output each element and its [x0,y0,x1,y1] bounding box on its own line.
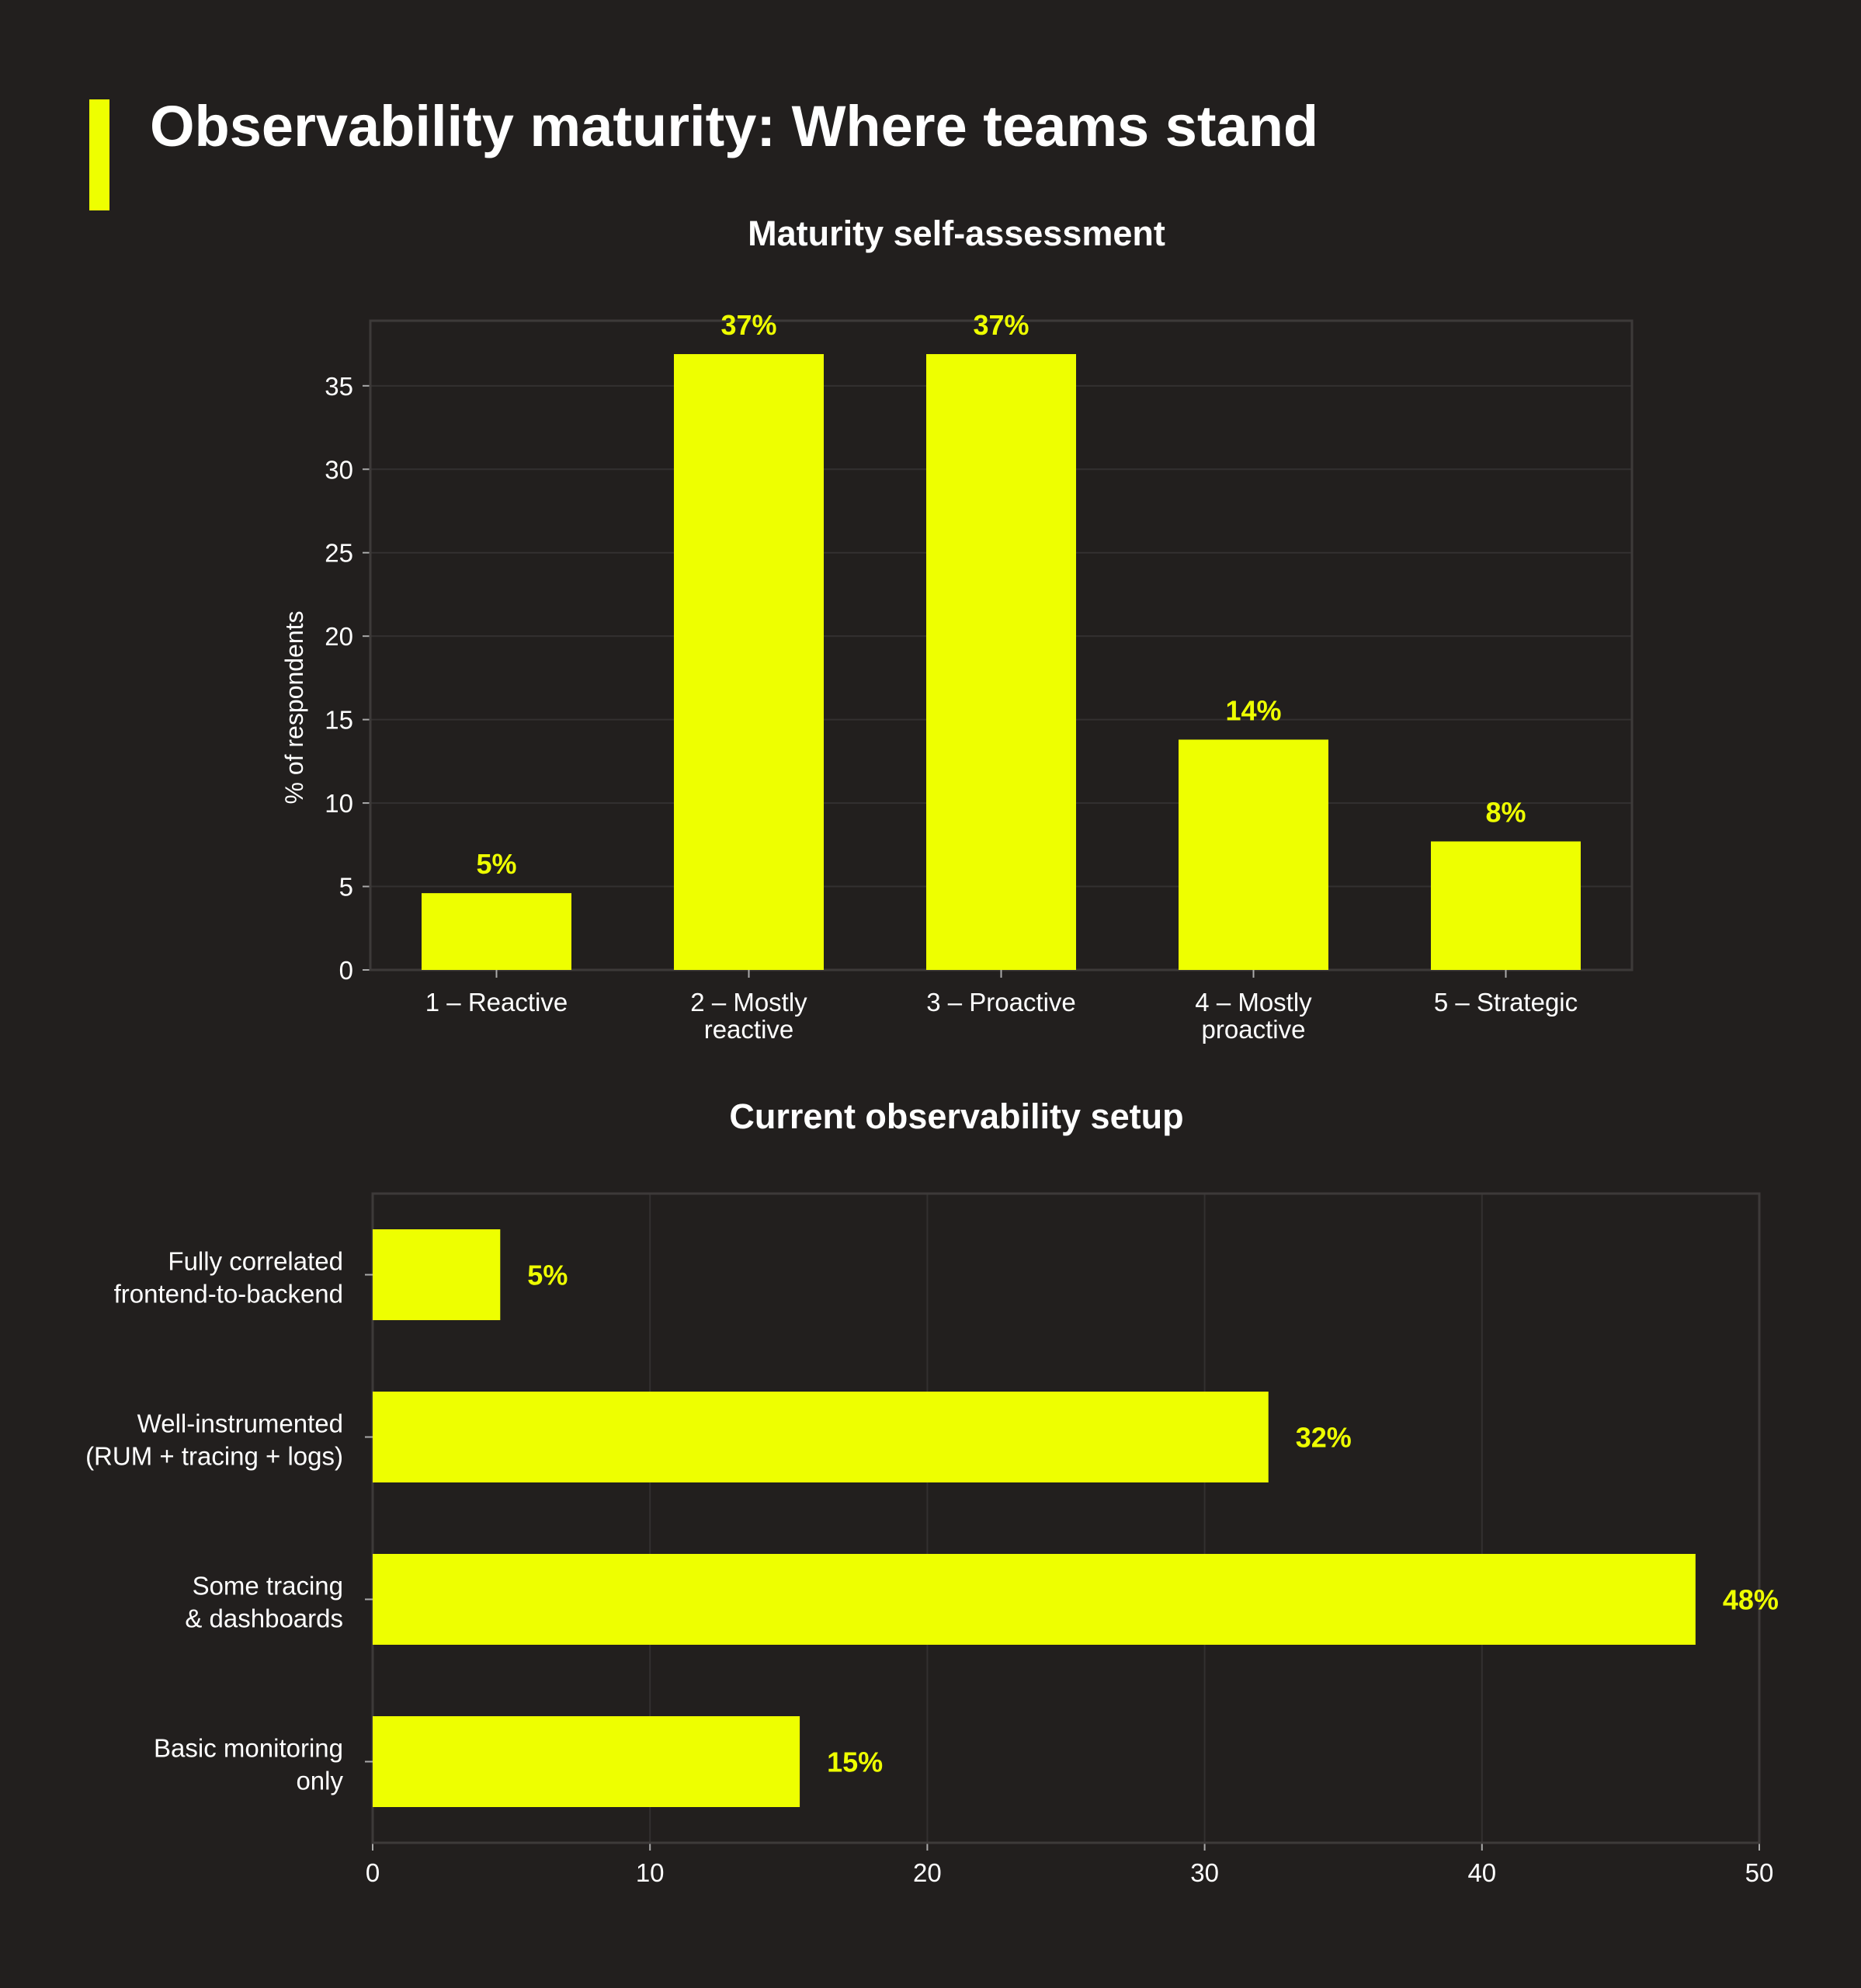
chart1-ytick-label: 10 [325,789,353,818]
chart1-ytick-label: 20 [325,622,353,651]
chart1-bar [1431,841,1581,970]
chart2-plot-frame [371,1192,1761,1844]
chart2-ytick-label: frontend-to-backend [114,1280,343,1309]
chart1-xtick-label: 5 – Strategic [1434,988,1578,1017]
chart1-ytick-label: 25 [325,539,353,568]
chart1-xtick-label: 3 – Proactive [926,988,1076,1017]
chart1-xtick-label: 4 – Mostly [1195,988,1312,1017]
chart1-bar [1179,739,1328,970]
chart1-data-label: 37% [720,309,776,341]
chart2-ytick-label: Well-instrumented [137,1409,343,1438]
chart2-xtick-label: 10 [636,1858,665,1887]
chart1-ylabel: % of respondents [280,610,308,804]
chart1-title: Maturity self-assessment [748,214,1165,253]
chart2-ytick-label: Fully correlated [168,1247,343,1276]
chart1-bar [674,353,824,970]
chart2-ytick-label: Some tracing [193,1572,343,1600]
chart1-xtick-label: 2 – Mostly [690,988,807,1017]
chart1-ytick-label: 0 [339,956,353,985]
chart2-data-label: 48% [1723,1584,1779,1616]
chart2-data-label: 32% [1296,1422,1352,1454]
chart1-xtick-label: proactive [1202,1015,1306,1044]
chart2-bar [373,1716,800,1807]
chart2-xtick-label: 0 [366,1858,380,1887]
chart1-ytick-label: 30 [325,455,353,484]
chart1-bar [422,893,571,970]
chart2-xtick-label: 20 [913,1858,942,1887]
chart2-bar [373,1554,1696,1645]
chart2-data-label: 5% [527,1260,568,1291]
title-accent-bar [89,99,109,210]
chart1-xtick-label: 1 – Reactive [425,988,568,1017]
chart2-xtick-label: 30 [1190,1858,1219,1887]
chart2-ytick-label: (RUM + tracing + logs) [85,1442,343,1471]
chart1-data-label: 37% [973,309,1029,341]
chart2-xtick-label: 40 [1467,1858,1496,1887]
chart2-bar [373,1392,1269,1482]
chart1-ytick-label: 5 [339,873,353,902]
chart2-data-label: 15% [827,1746,883,1778]
chart1-bar [926,353,1076,970]
chart1-xtick-label: reactive [704,1015,794,1044]
page-title: Observability maturity: Where teams stan… [150,94,1319,158]
chart1-data-label: 5% [476,848,516,880]
chart1-data-label: 14% [1225,694,1281,726]
chart1-ytick-label: 15 [325,706,353,735]
chart2-ytick-label: & dashboards [185,1604,343,1633]
chart2-ytick-label: Basic monitoring [154,1734,343,1763]
chart2-bar [373,1229,501,1320]
chart1-ytick-label: 35 [325,372,353,401]
chart2-title: Current observability setup [729,1097,1183,1136]
chart2-ytick-label: only [296,1767,343,1795]
chart1-data-label: 8% [1485,797,1526,829]
chart2-xtick-label: 50 [1745,1858,1774,1887]
